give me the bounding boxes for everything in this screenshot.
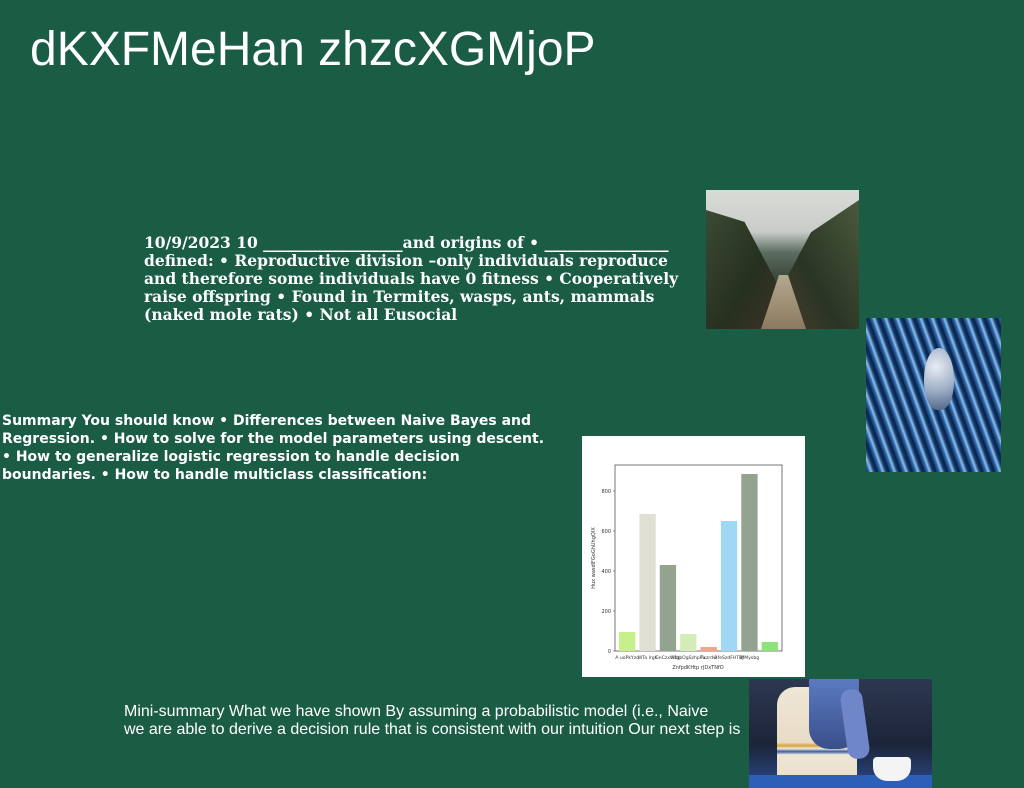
x-tick-label-6: WMysbg [740, 655, 760, 661]
woman-photo [749, 679, 932, 788]
bar-7 [761, 642, 778, 651]
x-tick-label-1: WTa Irgk [638, 655, 658, 661]
y-tick-label-1: 200 [601, 609, 611, 615]
mini-summary-line-1: Mini-summary What we have shown By assum… [124, 703, 709, 720]
x-tick-label-3: HfgpOgSzhpPu [671, 655, 705, 661]
bar-0 [619, 632, 636, 651]
mini-summary-text-block: Mini-summary What we have shown By assum… [124, 703, 764, 739]
y-tick-label-0: 0 [608, 649, 611, 655]
bar-1 [639, 514, 656, 651]
mini-summary-line-2: we are able to derive a decision rule th… [124, 721, 741, 738]
bars [619, 474, 778, 651]
x-tick-label-0: A uoPkYzo [615, 655, 639, 661]
bird-photo [866, 318, 1001, 472]
x-tick-label-5: RfeSzdFHTBJ [714, 655, 743, 661]
eusocial-text-block: 10/9/2023 10 __________________and origi… [144, 233, 679, 324]
x-tick-label-4: Txzrdw [699, 655, 717, 661]
bar-4 [700, 647, 717, 651]
y-axis-label: Hux wasdlFGoGhUhgQIX [591, 527, 597, 589]
bar-2 [659, 565, 677, 651]
summary-text-block: Summary You should know • Differences be… [2, 413, 545, 483]
y-tick-label-3: 600 [601, 529, 611, 535]
y-axis-ticks: 0 200 400 600 800 [601, 489, 615, 655]
canyon-photo [706, 190, 859, 329]
x-tick-label-2: GnCzxWbtl [655, 655, 680, 661]
y-tick-label-2: 400 [601, 569, 611, 575]
y-tick-label-4: 800 [601, 489, 611, 495]
bar-6 [741, 474, 758, 651]
bar-5 [720, 521, 738, 651]
bar-chart: 0 200 400 600 800 A uoPkYzo WTa Irgk GnCzxWbtl… [582, 436, 805, 677]
slide-title: dKXFMeHan zhzcXGMjoP [30, 23, 596, 76]
bar-3 [680, 634, 697, 651]
x-axis-label: ZnfpdKHtp rJDxTNfO [672, 665, 723, 671]
chart-plot-frame [614, 464, 783, 652]
